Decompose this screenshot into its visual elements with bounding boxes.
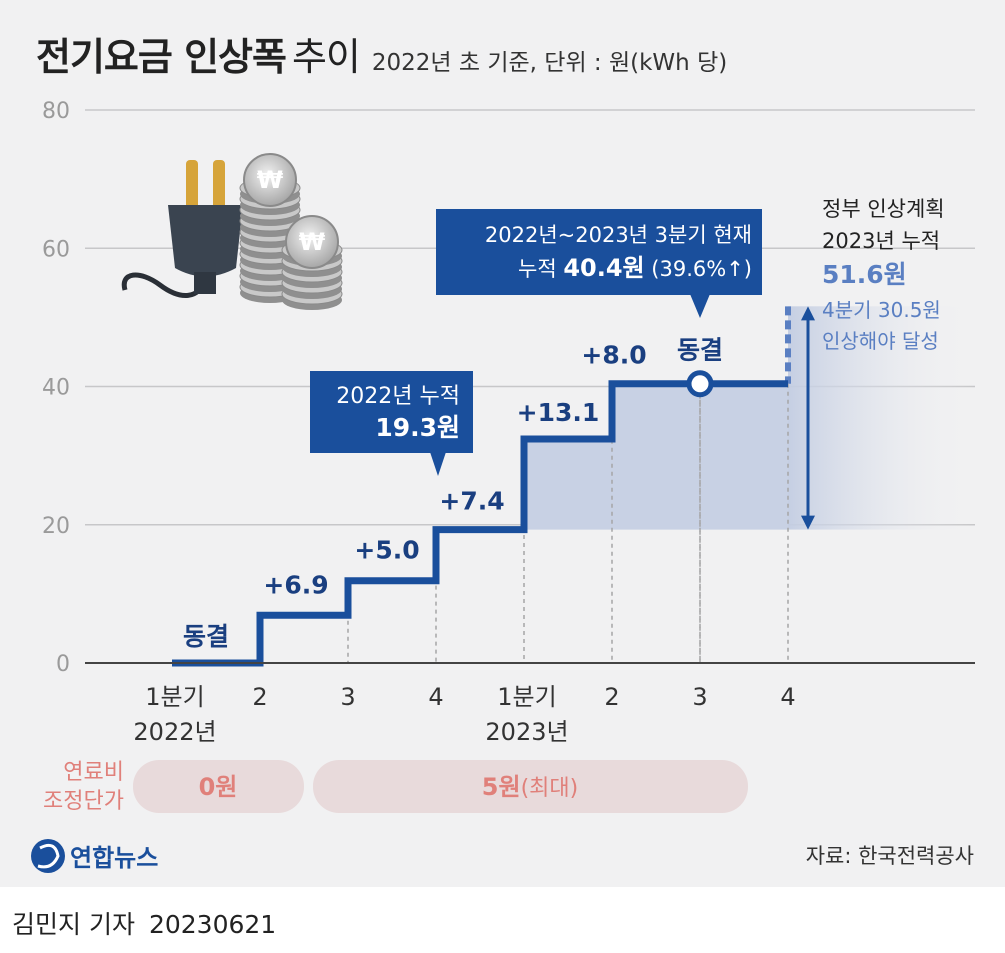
x-tick-year: 2023년: [485, 718, 568, 746]
x-tick-label: 2: [604, 683, 619, 711]
x-tick-label: 3: [692, 683, 707, 711]
step-line: [172, 380, 788, 667]
y-tick-label: 80: [42, 99, 70, 124]
author: 김민지 기자: [12, 910, 135, 939]
callout-current-line2: 누적 40.4원 (39.6%↑): [518, 254, 752, 282]
won-symbol-icon: ₩: [257, 166, 284, 194]
byline: 김민지 기자 20230621: [12, 905, 276, 941]
y-tick-label: 0: [56, 652, 70, 677]
x-tick-label: 1분기: [497, 683, 556, 711]
x-tick-label: 3: [340, 683, 355, 711]
plan-label-4: 4분기 30.5원: [822, 298, 941, 322]
fuel-pill-2022-text: 0원: [199, 773, 238, 801]
x-tick-label: 4: [428, 683, 443, 711]
x-tick-label: 4: [780, 683, 795, 711]
step-label: 동결: [183, 622, 229, 651]
callout-2022-line1: 2022년 누적: [336, 384, 460, 409]
plug-prong-left: [186, 160, 198, 215]
callout-2022: 2022년 누적 19.3원: [310, 371, 473, 476]
coin-face: [243, 153, 297, 207]
plan-arrow-up: [801, 306, 815, 321]
callout-2022-line2: 19.3원: [375, 413, 460, 442]
step-label: +13.1: [517, 398, 600, 427]
fuel-label-line2: 조정단가: [43, 789, 124, 814]
plug-body: [168, 205, 243, 277]
title-light: 추이: [291, 35, 361, 79]
fuel-pill-2023-text: 5원(최대): [482, 773, 578, 801]
quarter-guides: [347, 383, 789, 663]
step-label: 동결: [677, 336, 723, 365]
plan-gradient: [788, 306, 975, 530]
x-tick-label: 2: [252, 683, 267, 711]
step-label: +8.0: [581, 341, 646, 370]
x-tick-year: 2022년: [133, 718, 216, 746]
header: 전기요금 인상폭 추이 2022년 초 기준, 단위 : 원(kWh 당): [36, 26, 727, 81]
step-label: +7.4: [439, 487, 504, 516]
y-axis: 0 20 40 60 80: [42, 99, 70, 677]
plug-prong-right: [213, 160, 225, 215]
step-label: +6.9: [263, 570, 328, 599]
plan-label-1: 정부 인상계획: [822, 197, 945, 221]
increase-2023-area: [524, 383, 788, 530]
x-axis-ticks: 1분기 2022년 2 3 4 1분기 2023년 2 3 4: [133, 683, 795, 746]
subtitle: 2022년 초 기준, 단위 : 원(kWh 당): [371, 50, 728, 76]
plug-cable: [121, 272, 208, 298]
y-tick-label: 60: [42, 237, 70, 262]
plug-neck: [194, 272, 216, 294]
step-chart: 0 20 40 60 80 ₩ ₩ 동결 +6.9 +5.0 +7.4 +13.1 +8.0 동결 …: [31, 99, 975, 873]
publish-date: 20230621: [148, 910, 277, 939]
plan-band: [785, 306, 975, 530]
step-label: +5.0: [354, 536, 419, 565]
plan-label-2: 2023년 누적: [822, 229, 940, 253]
coin-stack-short: ₩: [281, 215, 343, 310]
coin-face: [285, 215, 339, 269]
won-symbol-icon: ₩: [299, 228, 326, 256]
title-bold: 전기요금 인상폭: [36, 35, 287, 79]
current-point-marker: [686, 370, 714, 398]
callout-current: 2022년~2023년 3분기 현재 누적 40.4원 (39.6%↑): [436, 209, 762, 318]
source-text: 자료: 한국전력공사: [806, 844, 974, 868]
fuel-adjustment-row: 연료비 조정단가 0원 5원(최대): [43, 760, 748, 814]
y-tick-label: 40: [42, 376, 70, 401]
step-labels: 동결 +6.9 +5.0 +7.4 +13.1 +8.0 동결: [183, 336, 723, 651]
logo-text: 연합뉴스: [70, 844, 158, 872]
x-tick-label: 1분기: [145, 683, 204, 711]
yonhap-logo: 연합뉴스: [31, 839, 158, 873]
y-tick-label: 20: [42, 514, 70, 539]
callout-current-line1: 2022년~2023년 3분기 현재: [485, 223, 752, 247]
plan-label-3: 51.6원: [822, 260, 907, 289]
fuel-label-line1: 연료비: [63, 760, 124, 785]
plan-arrow-down: [801, 515, 815, 530]
plan-label-5: 인상해야 달성: [822, 329, 939, 353]
plan-text: 정부 인상계획 2023년 누적 51.6원 4분기 30.5원 인상해야 달성: [822, 197, 945, 353]
fuel-pill-2022: [133, 760, 304, 813]
fuel-pill-2023: [313, 760, 748, 813]
plug-coins-illustration: ₩ ₩: [121, 153, 343, 310]
